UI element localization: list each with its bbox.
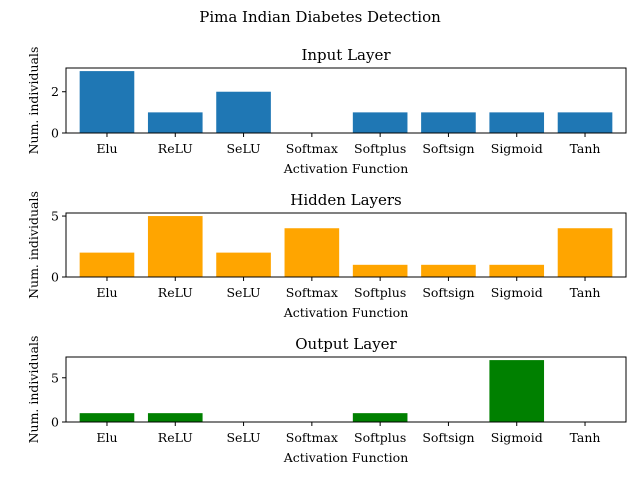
- x-tick-label: Softmax: [286, 285, 338, 300]
- bar-tanh: [557, 228, 613, 277]
- y-tick-label: 0: [51, 415, 59, 430]
- x-tick-label: Elu: [96, 285, 117, 300]
- y-tick-label: 2: [51, 84, 59, 99]
- y-tick-label: 5: [51, 209, 59, 224]
- x-tick-label: SeLU: [226, 285, 260, 300]
- x-tick-label: Softsign: [422, 141, 474, 156]
- bar-softsign: [421, 112, 476, 133]
- x-tick-label: Softplus: [354, 285, 406, 300]
- figure-title: Pima Indian Diabetes Detection: [199, 8, 441, 26]
- x-tick-label: Tanh: [570, 141, 601, 156]
- x-axis-label: Activation Function: [283, 450, 409, 465]
- x-tick-label: Tanh: [570, 430, 601, 445]
- bar-selu: [216, 91, 271, 133]
- chart-title: Input Layer: [301, 46, 391, 64]
- bar-tanh: [557, 112, 613, 133]
- x-tick-label: Tanh: [570, 285, 601, 300]
- bar-relu: [147, 112, 203, 133]
- bar-softplus: [352, 264, 408, 277]
- x-tick-label: Sigmoid: [491, 430, 543, 445]
- bar-elu: [79, 252, 135, 277]
- y-tick-label: 0: [51, 270, 59, 285]
- bar-elu: [79, 413, 135, 422]
- bar-softsign: [421, 264, 476, 277]
- bar-selu: [216, 252, 271, 277]
- x-tick-label: Softmax: [286, 141, 338, 156]
- x-tick-label: ReLU: [158, 430, 193, 445]
- x-tick-label: Elu: [96, 141, 117, 156]
- plot-frame: [65, 212, 627, 278]
- bar-sigmoid: [489, 264, 545, 277]
- x-tick-label: Softsign: [422, 430, 474, 445]
- x-tick-label: Elu: [96, 430, 117, 445]
- x-tick-label: ReLU: [158, 285, 193, 300]
- bar-relu: [147, 413, 203, 422]
- x-tick-label: SeLU: [226, 430, 260, 445]
- bar-softplus: [352, 413, 408, 422]
- y-axis-label: Num. individuals: [26, 191, 41, 299]
- chart-title: Output Layer: [295, 335, 397, 353]
- x-tick-label: Softmax: [286, 430, 338, 445]
- x-axis-label: Activation Function: [283, 161, 409, 176]
- y-tick-label: 0: [51, 126, 59, 141]
- x-tick-label: Softsign: [422, 285, 474, 300]
- x-axis-label: Activation Function: [283, 305, 409, 320]
- bar-elu: [79, 71, 135, 133]
- y-axis-label: Num. individuals: [26, 336, 41, 444]
- y-tick-label: 5: [51, 370, 59, 385]
- bar-sigmoid: [489, 360, 545, 422]
- plot-frame: [65, 67, 627, 134]
- bar-softmax: [284, 228, 340, 277]
- bar-softplus: [352, 112, 408, 133]
- x-tick-label: ReLU: [158, 141, 193, 156]
- bar-sigmoid: [489, 112, 545, 133]
- x-tick-label: Softplus: [354, 430, 406, 445]
- chart-title: Hidden Layers: [290, 191, 402, 209]
- y-axis-label: Num. individuals: [26, 47, 41, 155]
- x-tick-label: Softplus: [354, 141, 406, 156]
- bar-relu: [147, 216, 203, 277]
- x-tick-label: Sigmoid: [491, 285, 543, 300]
- x-tick-label: Sigmoid: [491, 141, 543, 156]
- x-tick-label: SeLU: [226, 141, 260, 156]
- plot-frame: [65, 356, 627, 423]
